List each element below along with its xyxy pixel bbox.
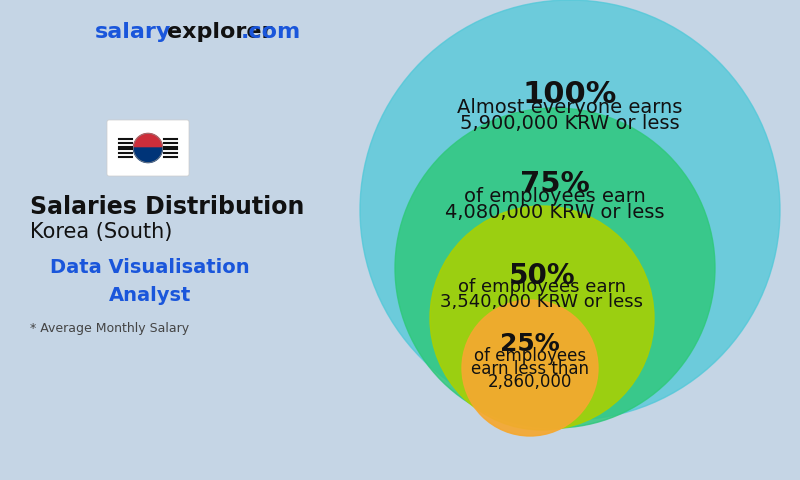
Circle shape <box>395 108 715 428</box>
Text: * Average Monthly Salary: * Average Monthly Salary <box>30 322 189 335</box>
Text: Korea (South): Korea (South) <box>30 222 172 242</box>
Text: 25%: 25% <box>500 332 560 356</box>
Text: 2,860,000: 2,860,000 <box>488 373 572 391</box>
Text: of employees earn: of employees earn <box>458 278 626 297</box>
FancyBboxPatch shape <box>107 120 189 176</box>
Text: 50%: 50% <box>509 262 575 290</box>
Circle shape <box>430 206 654 430</box>
Polygon shape <box>134 148 162 163</box>
Text: 75%: 75% <box>520 170 590 198</box>
Text: Almost everyone earns: Almost everyone earns <box>458 98 682 117</box>
Text: 100%: 100% <box>523 80 617 109</box>
Text: 4,080,000 KRW or less: 4,080,000 KRW or less <box>446 203 665 222</box>
Text: explorer: explorer <box>167 22 273 42</box>
Text: Salaries Distribution: Salaries Distribution <box>30 195 304 219</box>
Text: 5,900,000 KRW or less: 5,900,000 KRW or less <box>460 114 680 132</box>
Text: salary: salary <box>95 22 171 42</box>
Circle shape <box>462 300 598 436</box>
Text: 3,540,000 KRW or less: 3,540,000 KRW or less <box>441 293 643 311</box>
Text: of employees earn: of employees earn <box>464 187 646 206</box>
Circle shape <box>360 0 780 420</box>
Text: earn less than: earn less than <box>471 360 589 378</box>
Polygon shape <box>134 133 162 148</box>
Text: of employees: of employees <box>474 347 586 365</box>
Text: Data Visualisation
Analyst: Data Visualisation Analyst <box>50 258 250 305</box>
Text: .com: .com <box>241 22 302 42</box>
